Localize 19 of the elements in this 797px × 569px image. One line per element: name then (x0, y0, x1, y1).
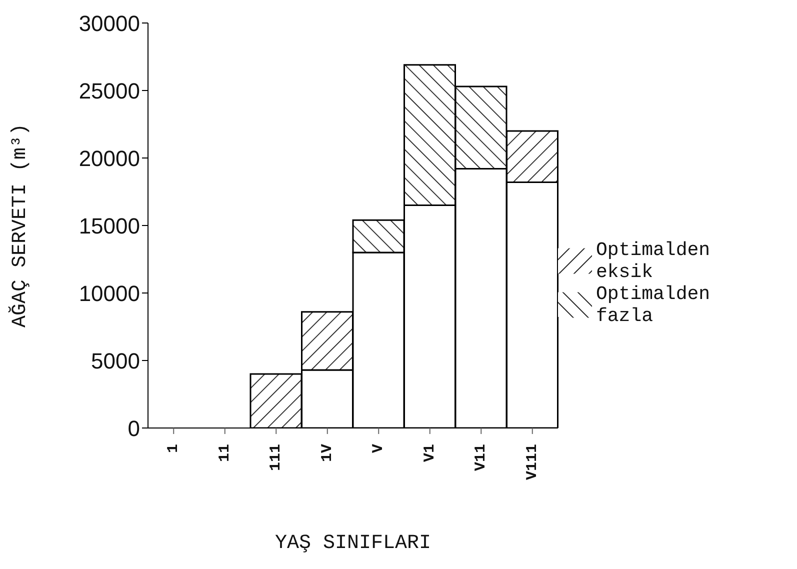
x-tick-label: V (370, 444, 388, 454)
x-axis-title: YAŞ SINIFLARI (274, 532, 432, 555)
x-tick-label: 11 (216, 444, 234, 462)
x-tick-label: V1 (421, 444, 438, 462)
y-tick-label: 15000 (78, 213, 140, 238)
x-tick-label: 1 (165, 444, 182, 454)
y-tick-label: 10000 (78, 280, 140, 306)
y-axis-title: AĞAÇ SERVETI (m³) (8, 123, 32, 328)
x-tick-label: V11 (472, 444, 490, 472)
y-tick-label: 5000 (91, 348, 140, 374)
y-tick-label: 0 (128, 416, 140, 441)
x-tick-label: 111 (268, 444, 285, 472)
legend-label: Optimalden eksik (596, 239, 712, 283)
x-tick-label: V111 (524, 444, 541, 480)
y-tick-label: 30000 (78, 10, 140, 36)
legend-label: Optimalden fazla (596, 283, 712, 327)
y-tick-label: 25000 (78, 78, 140, 104)
x-tick-label: 1V (318, 444, 336, 462)
y-tick-label: 20000 (78, 146, 140, 171)
